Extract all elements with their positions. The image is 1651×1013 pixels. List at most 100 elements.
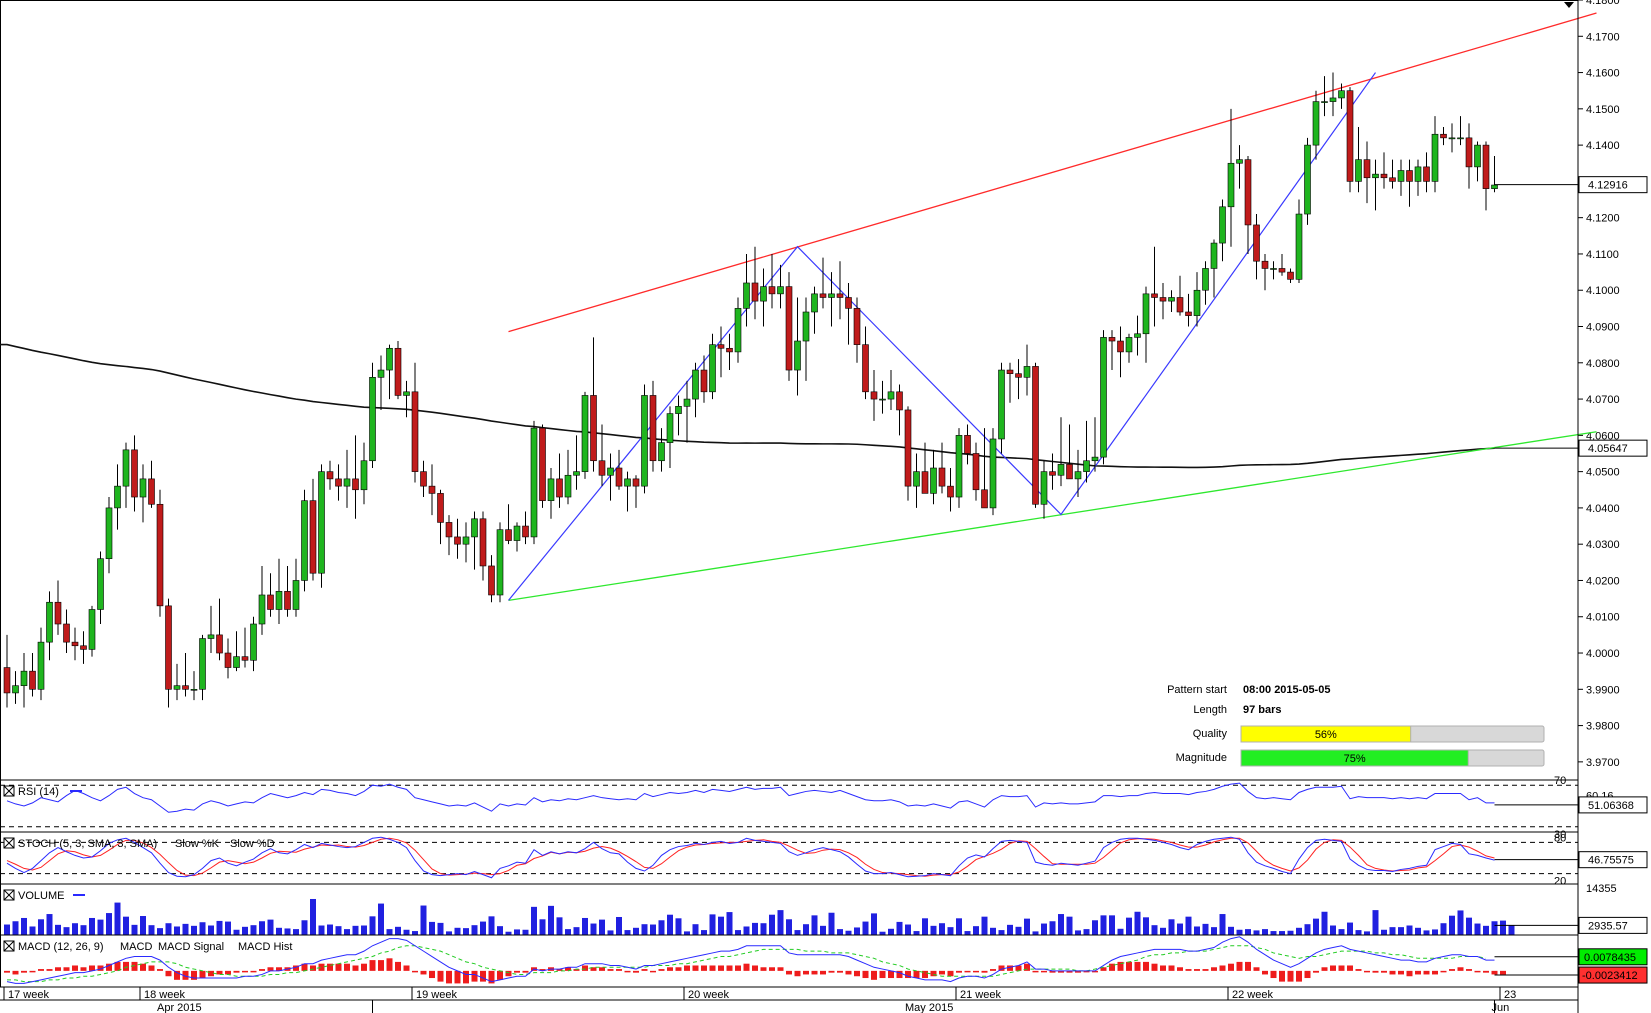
macd-hist-bar: [123, 961, 129, 971]
volume-bar: [1117, 928, 1124, 935]
candle-down: [896, 391, 903, 411]
candle-up: [292, 580, 300, 610]
volume-bar: [1372, 910, 1379, 935]
stoch-k-legend: Slow %K: [175, 838, 220, 850]
candle-down: [1015, 373, 1022, 378]
macd-hist-bar: [361, 963, 367, 971]
macd-hist-bar: [1151, 963, 1158, 971]
candle-down: [522, 525, 529, 538]
macd-close-icon-stroke: [3, 940, 15, 952]
macd-hist-bar: [1474, 970, 1481, 973]
macd-hist-bar: [607, 969, 614, 971]
candle-down: [862, 344, 869, 393]
candle-down: [352, 478, 359, 491]
volume-value-label: 2935.57: [1588, 920, 1628, 932]
volume-bar: [1381, 929, 1387, 935]
volume-bar: [845, 930, 852, 935]
volume-bar: [412, 931, 418, 935]
volume-bar: [854, 927, 860, 935]
candle-up: [139, 478, 147, 498]
candle-down: [649, 395, 657, 462]
candle-up: [998, 369, 1005, 440]
candle-up: [1312, 101, 1320, 146]
candle-down: [1261, 260, 1269, 269]
candle-down: [148, 478, 155, 505]
volume-bar: [675, 918, 682, 935]
price-tick-label: 4.1100: [1586, 249, 1619, 261]
moving-average-line: [0, 343, 1495, 469]
volume-close-icon-stroke: [3, 889, 15, 901]
week-label: 23: [1504, 989, 1516, 1001]
volume-bar: [1415, 927, 1421, 935]
macd-hist-bar: [1041, 970, 1047, 973]
candle-up: [1236, 159, 1243, 164]
candle-down: [156, 503, 164, 607]
macd-hist-bar: [1270, 970, 1277, 979]
macd-hist-bar: [862, 970, 869, 979]
volume-bar: [114, 902, 121, 935]
volume-bar: [573, 927, 580, 935]
candle-up: [496, 529, 504, 596]
candle-down: [1423, 166, 1430, 182]
candle-up: [471, 518, 478, 538]
volume-bar: [667, 914, 673, 935]
candle-up: [403, 391, 410, 396]
macd-hist-bar: [395, 961, 401, 971]
candle-down: [1253, 224, 1260, 262]
volume-bar: [225, 921, 231, 935]
macd-hist-bar: [412, 970, 418, 973]
candle-up: [811, 293, 818, 313]
volume-bar: [157, 928, 163, 935]
volume-bar: [344, 929, 350, 935]
macd-hist-bar: [565, 967, 571, 971]
candle-up: [607, 467, 614, 476]
month-label: May 2015: [905, 1002, 953, 1013]
macd-line: [6, 936, 1495, 984]
volume-bar: [480, 921, 486, 935]
candle-up: [1023, 366, 1031, 378]
volume-bar: [1296, 927, 1302, 935]
volume-bar: [539, 919, 546, 935]
candle-up: [1091, 456, 1099, 462]
volume-bar: [488, 916, 495, 935]
week-label: 20 week: [688, 989, 729, 1001]
volume-bar: [1228, 926, 1234, 935]
macd-hist-bar: [514, 970, 520, 973]
macd-hist-bar: [429, 970, 435, 979]
candle-down: [411, 391, 419, 472]
volume-bar: [641, 924, 648, 935]
macd-hist-bar: [403, 965, 410, 971]
macd-hist-bar: [327, 963, 333, 971]
candle-down: [870, 391, 878, 400]
macd-hist-bar: [276, 967, 282, 971]
volume-bar: [420, 905, 427, 935]
volume-bar: [1279, 931, 1285, 935]
macd-hist-bar: [250, 970, 257, 973]
volume-bar: [786, 919, 792, 935]
candle-down: [1363, 159, 1371, 179]
candle-down: [1389, 177, 1396, 182]
volume-bar: [1398, 927, 1404, 935]
candle-up: [734, 308, 742, 353]
stoch-d-line: [6, 837, 1495, 877]
volume-bar: [1202, 923, 1209, 935]
macd-hist-legend: MACD Hist: [238, 941, 292, 953]
volume-bar: [964, 931, 971, 935]
macd-hist-bar: [182, 970, 189, 980]
macd-hist-bar: [1304, 970, 1311, 979]
macd-hist-bar: [675, 967, 682, 971]
candle-up: [1202, 268, 1209, 291]
candle-down: [479, 518, 487, 567]
macd-hist-bar: [1253, 967, 1260, 971]
candle-up: [1329, 97, 1337, 102]
candle-up: [1397, 170, 1405, 182]
macd-hist-bar: [454, 970, 461, 984]
volume-bar: [735, 930, 741, 935]
macd-hist-bar: [1466, 969, 1472, 971]
candle-up: [46, 601, 53, 643]
candle-down: [1108, 337, 1116, 342]
volume-bar: [1236, 929, 1243, 935]
price-tick-label: 4.1700: [1586, 31, 1620, 43]
volume-bar: [361, 925, 367, 935]
